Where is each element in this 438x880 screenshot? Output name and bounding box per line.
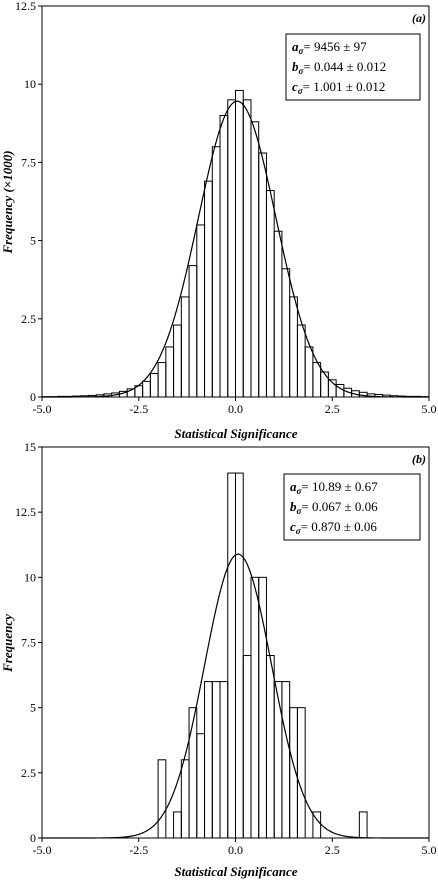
panel-b-y-tick-label: 10 bbox=[24, 570, 36, 584]
panel-a-parameter-c: cσ= 1.001 ± 0.012 bbox=[292, 79, 385, 96]
panel-a-x-ticks: -5.0 -2.5 0.0 2.5 5.0 bbox=[33, 397, 437, 416]
panel-b-y-ticks: 0 2.5 5 7.5 10 12.5 15 bbox=[15, 440, 42, 845]
panel-b-histogram-bar bbox=[250, 576, 260, 839]
panel-b-x-tick-label: -2.5 bbox=[129, 843, 148, 857]
panel-a-histogram-bar bbox=[211, 146, 221, 398]
panel-b-histogram-bar bbox=[265, 655, 275, 839]
panel-b-histogram-bar bbox=[258, 576, 267, 839]
panel-a-x-tick-label: -5.0 bbox=[33, 402, 52, 416]
panel-a-histogram-bar bbox=[320, 371, 329, 398]
panel-a-histogram-bar bbox=[149, 373, 159, 398]
panel-a-parameter-box bbox=[285, 33, 421, 101]
panel-a-histogram-bar bbox=[242, 99, 252, 398]
panel-b-histogram-bar bbox=[196, 733, 206, 839]
panel-b-histogram-bar bbox=[211, 681, 221, 839]
panel-b-label: (b) bbox=[412, 452, 426, 466]
panel-b-histogram-bar bbox=[358, 811, 368, 839]
panel-a-histogram-bar bbox=[250, 121, 260, 398]
panel-b-y-tick-label: 15 bbox=[24, 440, 36, 454]
panel-a-histogram-bar bbox=[281, 268, 291, 398]
panel-b-y-axis-label: Frequency bbox=[0, 614, 15, 673]
panel-b-histogram-bar bbox=[204, 681, 213, 839]
panel-b-parameter-b: bσ= 0.067 ± 0.06 bbox=[290, 499, 378, 516]
panel-b-histogram-bar bbox=[173, 811, 182, 839]
panel-a-histogram-bar bbox=[204, 180, 213, 398]
panel-b-x-ticks: -5.0 -2.5 0.0 2.5 5.0 bbox=[33, 838, 437, 857]
panel-b-x-tick-label: -5.0 bbox=[33, 843, 52, 857]
panel-a-y-axis-label: Frequency (×1000) bbox=[0, 150, 15, 254]
panel-b-x-axis-label: Statistical Significance bbox=[174, 864, 297, 879]
panel-a-histogram-bar bbox=[273, 230, 283, 398]
panel-a-y-tick-label: 10 bbox=[24, 77, 36, 91]
panel-a-histogram-bar bbox=[165, 346, 175, 398]
panel-a-x-tick-label: 2.5 bbox=[325, 402, 340, 416]
panel-a-histogram-bar bbox=[265, 190, 275, 398]
panel-a-y-ticks: 0 2.5 5 7.5 10 12.5 bbox=[15, 0, 42, 404]
panel-b-histogram-bar bbox=[273, 681, 283, 839]
panel-b-histogram-bar bbox=[219, 681, 229, 839]
panel-a-histogram-bar bbox=[258, 152, 267, 398]
panel-b-histogram-bar bbox=[281, 681, 291, 839]
panel-a-label: (a) bbox=[412, 11, 426, 25]
panel-b-y-tick-label: 0 bbox=[30, 831, 36, 845]
panel-a-histogram-bar bbox=[312, 362, 322, 398]
panel-a-gaussian-fit-curve bbox=[42, 100, 429, 398]
panel-b-histogram-bar bbox=[188, 707, 198, 839]
panel-b-parameter-a: aσ= 10.89 ± 0.67 bbox=[290, 479, 378, 496]
panel-a-y-tick-label: 5 bbox=[30, 234, 36, 248]
panel-a-histogram-bar bbox=[304, 346, 314, 398]
panel-a-y-tick-label: 12.5 bbox=[15, 0, 36, 13]
panel-a-histogram-bar bbox=[180, 296, 190, 398]
panel-b-y-tick-label: 7.5 bbox=[21, 636, 36, 650]
panel-a-histogram-bar bbox=[157, 362, 167, 398]
panel-a-fit-parameters: aσ= 9456 ± 97 bσ= 0.044 ± 0.012 cσ= 1.001 … bbox=[285, 33, 421, 101]
panel-b-parameter-c: cσ= 0.870 ± 0.06 bbox=[290, 519, 377, 536]
panel-b-histogram-bar bbox=[157, 759, 167, 839]
panel-b-fit-parameters: aσ= 10.89 ± 0.67 bσ= 0.067 ± 0.06 cσ= 0.87… bbox=[283, 473, 421, 541]
panel-a-histogram-bar bbox=[296, 324, 306, 398]
panel-a-y-tick-label: 7.5 bbox=[21, 155, 36, 169]
panel-a-chart: -5.0 -2.5 0.0 2.5 5.0 0 2.5 5 7.5 10 12.5 (a) aσ=… bbox=[0, 0, 437, 441]
panel-a-parameter-b: bσ= 0.044 ± 0.012 bbox=[292, 59, 386, 76]
panel-b-chart: -5.0 -2.5 0.0 2.5 5.0 0 2.5 5 7.5 10 12.5 15 (b) a… bbox=[0, 440, 437, 879]
panel-b-histogram-bar bbox=[227, 472, 236, 839]
panel-a-parameter-a: aσ= 9456 ± 97 bbox=[292, 39, 367, 56]
panel-b-histogram-bar bbox=[180, 759, 190, 839]
panel-a-histogram-bar bbox=[227, 99, 236, 398]
panel-a-x-axis-label: Statistical Significance bbox=[174, 426, 297, 441]
panel-a-y-tick-label: 2.5 bbox=[21, 312, 36, 326]
panel-b-histogram-bar bbox=[296, 707, 306, 839]
panel-b-y-tick-label: 2.5 bbox=[21, 766, 36, 780]
panel-a-x-tick-label: -2.5 bbox=[129, 402, 148, 416]
panel-a-histogram bbox=[41, 89, 430, 398]
panel-b-y-tick-label: 12.5 bbox=[15, 505, 36, 519]
panel-a-x-tick-label: 5.0 bbox=[422, 402, 437, 416]
panel-b-x-tick-label: 2.5 bbox=[325, 843, 340, 857]
panel-a-y-tick-label: 0 bbox=[30, 390, 36, 404]
panel-a-histogram-bar bbox=[188, 265, 198, 398]
panel-a-histogram-bar bbox=[235, 89, 244, 398]
panel-a-histogram-bar bbox=[142, 380, 151, 398]
panel-a-x-tick-label: 0.0 bbox=[228, 402, 243, 416]
panel-b-histogram bbox=[157, 472, 368, 839]
panel-b-x-tick-label: 0.0 bbox=[228, 843, 243, 857]
panel-b-histogram-bar bbox=[312, 811, 322, 839]
panel-a-histogram-bar bbox=[219, 114, 229, 398]
panel-b-parameter-box bbox=[283, 473, 421, 541]
panel-a-histogram-bar bbox=[196, 224, 206, 398]
panel-b-histogram-bar bbox=[242, 655, 252, 839]
panel-a-histogram-bar bbox=[289, 296, 298, 398]
panel-b-histogram-bar bbox=[235, 472, 244, 839]
panel-b-x-tick-label: 5.0 bbox=[422, 843, 437, 857]
panel-b-gaussian-fit-curve bbox=[42, 553, 429, 839]
panel-b-y-tick-label: 5 bbox=[30, 701, 36, 715]
panel-a-histogram-bar bbox=[173, 324, 182, 398]
